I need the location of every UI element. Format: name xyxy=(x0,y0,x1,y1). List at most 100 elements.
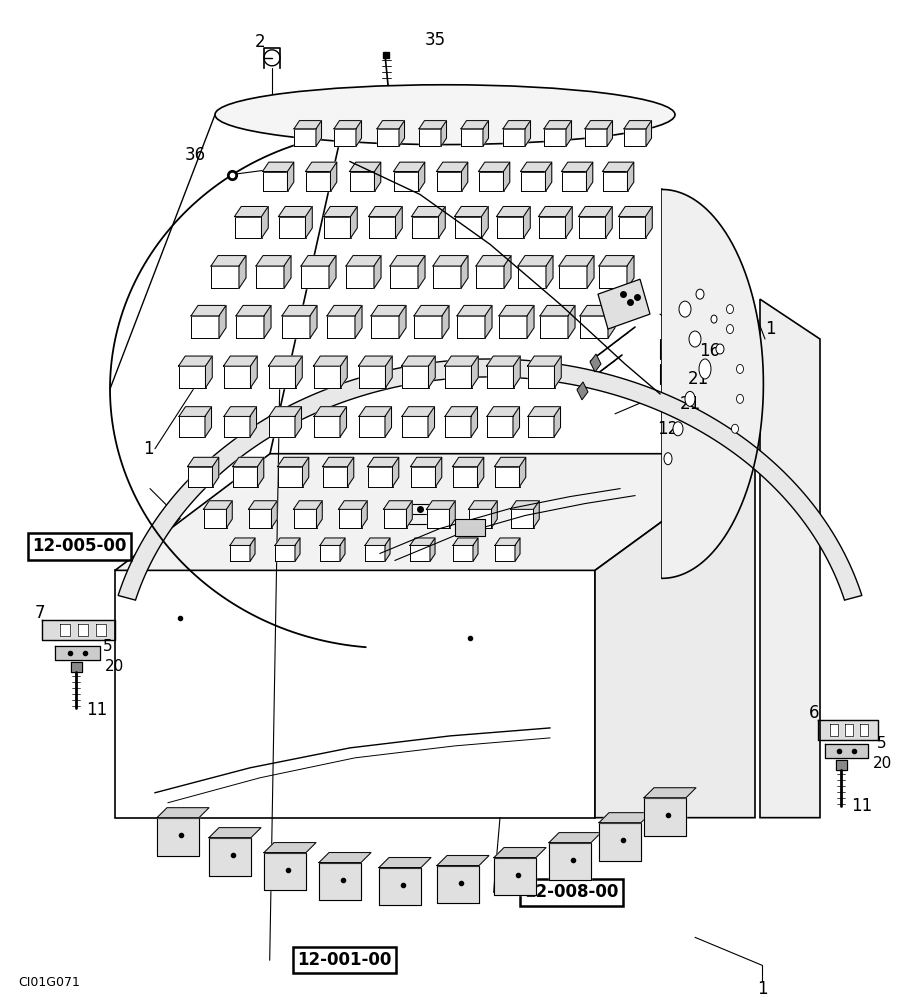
Polygon shape xyxy=(645,206,652,238)
Polygon shape xyxy=(538,217,565,238)
Polygon shape xyxy=(411,217,438,238)
Polygon shape xyxy=(606,206,612,238)
Polygon shape xyxy=(334,121,362,129)
Polygon shape xyxy=(358,356,392,366)
Polygon shape xyxy=(377,121,404,129)
Polygon shape xyxy=(209,828,261,838)
Polygon shape xyxy=(419,129,441,146)
Polygon shape xyxy=(559,266,587,288)
Polygon shape xyxy=(383,501,412,509)
Polygon shape xyxy=(587,256,594,288)
Polygon shape xyxy=(402,416,428,437)
Polygon shape xyxy=(453,457,484,467)
Ellipse shape xyxy=(215,85,675,145)
Polygon shape xyxy=(374,256,381,288)
Polygon shape xyxy=(293,501,322,509)
Bar xyxy=(455,519,485,536)
Polygon shape xyxy=(282,316,310,338)
Polygon shape xyxy=(301,266,329,288)
Polygon shape xyxy=(316,121,321,146)
Polygon shape xyxy=(515,538,520,561)
Polygon shape xyxy=(224,416,250,437)
Polygon shape xyxy=(453,467,478,487)
Polygon shape xyxy=(78,624,88,636)
Polygon shape xyxy=(483,121,489,146)
Polygon shape xyxy=(494,467,519,487)
Polygon shape xyxy=(393,162,425,172)
Polygon shape xyxy=(433,256,468,266)
Polygon shape xyxy=(330,162,337,191)
Polygon shape xyxy=(340,407,346,437)
Polygon shape xyxy=(599,823,641,861)
Polygon shape xyxy=(495,545,515,561)
Polygon shape xyxy=(472,356,478,388)
Polygon shape xyxy=(235,217,262,238)
Polygon shape xyxy=(428,356,436,388)
Polygon shape xyxy=(293,509,317,528)
Polygon shape xyxy=(618,217,645,238)
Polygon shape xyxy=(203,501,232,509)
Text: 36: 36 xyxy=(184,146,205,164)
Polygon shape xyxy=(277,457,309,467)
Polygon shape xyxy=(385,538,390,561)
Polygon shape xyxy=(519,457,526,487)
Polygon shape xyxy=(250,407,256,437)
Polygon shape xyxy=(540,316,568,338)
Polygon shape xyxy=(365,545,385,561)
Polygon shape xyxy=(845,724,853,736)
Polygon shape xyxy=(494,858,536,895)
Polygon shape xyxy=(453,545,473,561)
Polygon shape xyxy=(334,129,356,146)
Polygon shape xyxy=(317,501,322,528)
Polygon shape xyxy=(371,305,406,316)
Polygon shape xyxy=(491,501,497,528)
Polygon shape xyxy=(485,305,492,338)
Polygon shape xyxy=(268,366,295,388)
Polygon shape xyxy=(178,366,205,388)
Polygon shape xyxy=(250,538,255,561)
Polygon shape xyxy=(428,407,435,437)
Polygon shape xyxy=(223,356,257,366)
Polygon shape xyxy=(527,305,534,338)
Polygon shape xyxy=(469,509,491,528)
Polygon shape xyxy=(544,121,572,129)
Polygon shape xyxy=(527,366,554,388)
Polygon shape xyxy=(437,866,479,903)
Polygon shape xyxy=(461,256,468,288)
Ellipse shape xyxy=(673,422,683,436)
Polygon shape xyxy=(504,256,511,288)
Polygon shape xyxy=(282,305,317,316)
Polygon shape xyxy=(518,266,546,288)
Polygon shape xyxy=(760,299,820,818)
Polygon shape xyxy=(295,407,302,437)
Polygon shape xyxy=(624,121,652,129)
Polygon shape xyxy=(305,206,312,238)
Ellipse shape xyxy=(732,424,739,433)
Polygon shape xyxy=(368,217,395,238)
Polygon shape xyxy=(473,538,478,561)
Polygon shape xyxy=(248,501,277,509)
Polygon shape xyxy=(520,162,552,172)
Polygon shape xyxy=(430,538,435,561)
Polygon shape xyxy=(385,407,392,437)
Ellipse shape xyxy=(716,344,724,354)
Ellipse shape xyxy=(696,289,704,299)
Text: 20: 20 xyxy=(872,756,892,771)
Polygon shape xyxy=(203,509,227,528)
Polygon shape xyxy=(239,256,246,288)
Polygon shape xyxy=(377,129,399,146)
Polygon shape xyxy=(294,121,321,129)
Polygon shape xyxy=(457,316,485,338)
Polygon shape xyxy=(219,305,226,338)
Polygon shape xyxy=(230,545,250,561)
Polygon shape xyxy=(527,356,562,366)
Polygon shape xyxy=(662,189,763,578)
Polygon shape xyxy=(212,457,219,487)
Polygon shape xyxy=(438,206,446,238)
Polygon shape xyxy=(223,366,250,388)
Polygon shape xyxy=(390,266,418,288)
Polygon shape xyxy=(385,356,392,388)
Polygon shape xyxy=(359,416,385,437)
Polygon shape xyxy=(157,818,199,856)
Polygon shape xyxy=(367,457,399,467)
